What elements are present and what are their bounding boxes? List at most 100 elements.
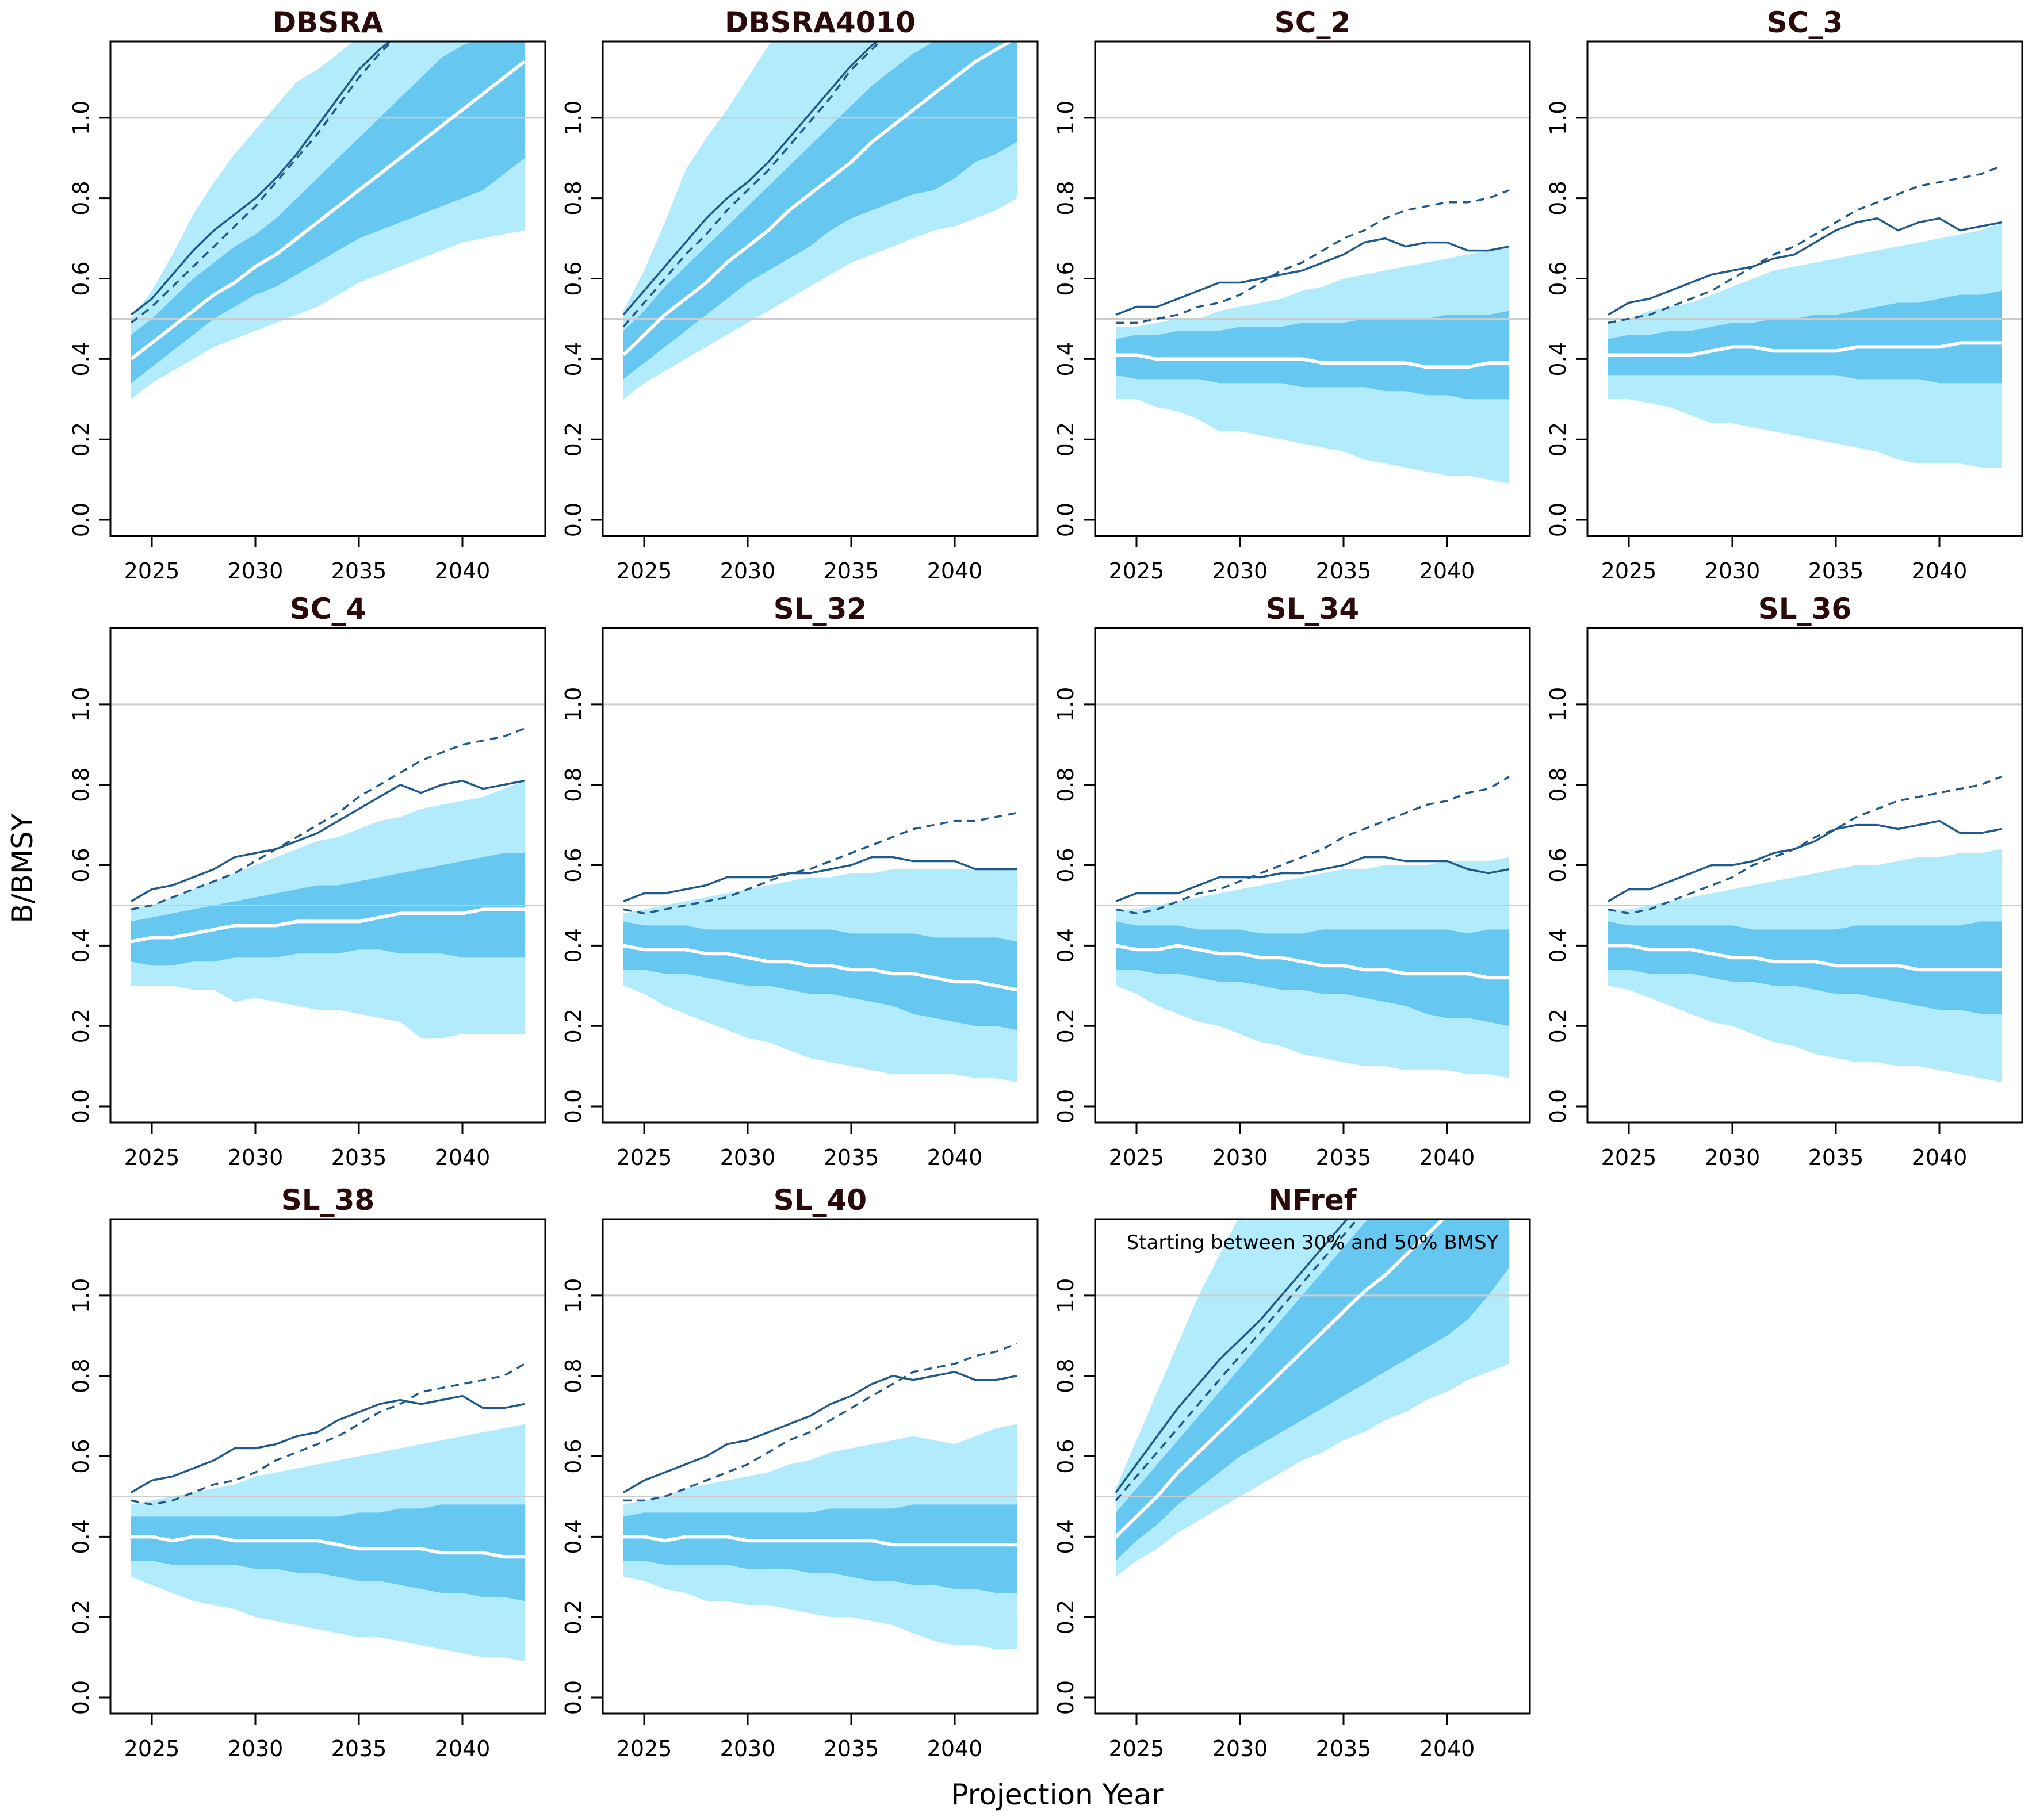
median-line: [1115, 944, 1509, 980]
solid-reference-line: [1115, 856, 1510, 903]
x-tick-label: 2025: [124, 558, 180, 584]
x-tick-label: 2035: [824, 1145, 879, 1170]
x-tick-label: 2040: [927, 1145, 983, 1170]
y-tick-label: 0.4: [1053, 1519, 1078, 1554]
y-tick-label: 0.6: [1053, 848, 1078, 882]
median-line: [1608, 341, 2002, 357]
y-tick-label: 0.0: [1053, 503, 1078, 537]
x-tick-label: 2040: [1419, 558, 1475, 584]
dashed-reference-line: [1116, 189, 1510, 324]
y-tick-label: 0.8: [1053, 1358, 1078, 1393]
y-tick-label: 1.0: [68, 1278, 94, 1313]
y-tick-label: 0.2: [1053, 1600, 1078, 1634]
y-tick-label: 0.4: [68, 1519, 94, 1554]
y-tick-label: 0.6: [561, 1439, 586, 1473]
y-tick-label: 0.4: [68, 928, 94, 963]
y-tick-label: 0.8: [68, 767, 94, 802]
y-tick-label: 0.6: [1545, 848, 1571, 882]
x-tick-label: 2025: [617, 1145, 672, 1170]
panel-sl-36: SL_36 2025 2030 2035 2040 0.0 0.2 0.4 0.6 0.8 1.0: [1545, 592, 2023, 1170]
y-tick-label: 1.0: [561, 687, 586, 722]
x-tick-label: 2035: [1316, 1145, 1372, 1170]
y-tick-label: 0.6: [561, 261, 586, 296]
dashed-reference-line: [622, 41, 882, 328]
x-axis-label: Projection Year: [951, 1778, 1164, 1811]
x-tick-label: 2025: [617, 1736, 672, 1761]
y-tick-label: 1.0: [68, 687, 94, 722]
y-tick-label: 0.0: [68, 1089, 94, 1124]
inner-interval-band: [623, 921, 1017, 1030]
y-tick-label: 0.4: [1053, 928, 1078, 963]
x-tick-label: 2040: [435, 1145, 491, 1170]
panel-dbsra4010: DBSRA4010 2025 2030 2035 2040 0.0 0.2 0.4 0.6 0.8…: [561, 6, 1039, 584]
x-tick-label: 2030: [228, 1736, 284, 1761]
solid-reference-line: [131, 779, 525, 902]
x-tick-label: 2040: [435, 558, 491, 584]
dashed-reference-line: [1115, 1219, 1359, 1501]
median-line: [1114, 1219, 1446, 1538]
inner-interval-band: [1608, 921, 2002, 1014]
panel-sc-3: SC_3 2025 2030 2035 2040 0.0 0.2 0.4 0.6 0.8 1.0: [1545, 6, 2023, 584]
panel-sl-38: SL_38 2025 2030 2035 2040 0.0 0.2 0.4 0.6 0.8 1.0: [68, 1183, 546, 1761]
panel-annotation: Starting between 30% and 50% BMSY: [1127, 1231, 1499, 1254]
x-tick-label: 2035: [331, 1145, 387, 1170]
y-tick-label: 0.8: [68, 1358, 94, 1393]
plot-area: [1587, 703, 2022, 1083]
median-line: [623, 1535, 1017, 1547]
median-line: [130, 60, 526, 361]
panel-title: DBSRA: [273, 6, 384, 39]
x-tick-label: 2025: [1109, 558, 1165, 584]
y-tick-label: 0.0: [1053, 1680, 1078, 1715]
y-tick-label: 0.4: [561, 1519, 586, 1554]
panel-title: NFref: [1268, 1183, 1357, 1217]
plot-area: [603, 703, 1038, 1083]
x-tick-label: 2030: [1212, 1145, 1268, 1170]
plot-area: [603, 41, 1038, 400]
y-tick-label: 0.4: [561, 928, 586, 963]
panel-title: SC_4: [290, 592, 366, 626]
y-tick-label: 0.8: [561, 1358, 586, 1393]
x-tick-label: 2040: [1912, 558, 1968, 584]
x-tick-label: 2030: [720, 1736, 776, 1761]
y-tick-label: 0.2: [561, 1009, 586, 1043]
x-tick-label: 2035: [331, 1736, 387, 1761]
solid-reference-line: [622, 41, 879, 316]
plot-area: [110, 41, 545, 400]
y-tick-label: 1.0: [68, 101, 94, 135]
y-tick-label: 0.2: [1053, 1009, 1078, 1043]
y-tick-label: 0.0: [68, 1680, 94, 1715]
inner-interval-band: [623, 1504, 1017, 1593]
x-tick-label: 2040: [927, 558, 983, 584]
x-tick-label: 2025: [1109, 1145, 1165, 1170]
x-tick-label: 2030: [720, 1145, 776, 1170]
y-tick-label: 0.8: [68, 181, 94, 215]
y-tick-label: 0.0: [68, 503, 94, 537]
x-tick-label: 2040: [1912, 1145, 1968, 1170]
x-tick-label: 2025: [1601, 558, 1657, 584]
inner-interval-band: [1116, 1219, 1509, 1561]
x-tick-label: 2025: [124, 1736, 180, 1761]
x-tick-label: 2035: [1808, 558, 1864, 584]
median-line: [623, 944, 1017, 992]
x-tick-label: 2040: [1419, 1736, 1475, 1761]
x-tick-label: 2040: [927, 1736, 983, 1761]
y-tick-label: 0.2: [68, 1009, 94, 1043]
y-tick-label: 0.2: [1545, 1009, 1571, 1043]
y-axis-label: B/BMSY: [6, 813, 39, 923]
y-tick-label: 0.2: [1053, 422, 1078, 457]
dashed-reference-line: [623, 1343, 1017, 1502]
y-tick-label: 0.6: [561, 848, 586, 882]
y-tick-label: 0.8: [561, 767, 586, 802]
dashed-reference-line: [131, 727, 525, 911]
y-tick-label: 1.0: [1053, 687, 1078, 722]
x-tick-label: 2030: [1212, 1736, 1268, 1761]
plot-area: [1095, 117, 1530, 484]
y-tick-label: 0.8: [1053, 181, 1078, 215]
dashed-reference-line: [131, 1363, 525, 1506]
solid-reference-line: [1115, 1219, 1349, 1493]
panel-title: SL_36: [1758, 592, 1851, 626]
median-line: [1608, 944, 2002, 972]
inner-interval-band: [1116, 311, 1509, 400]
y-tick-label: 0.0: [1545, 1089, 1571, 1124]
